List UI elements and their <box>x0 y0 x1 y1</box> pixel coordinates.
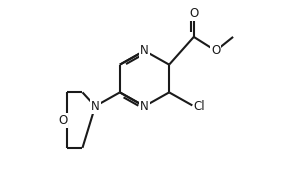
Text: O: O <box>211 44 221 57</box>
Text: N: N <box>140 100 149 113</box>
Text: N: N <box>91 100 100 113</box>
Text: O: O <box>58 114 67 127</box>
Text: N: N <box>140 44 149 57</box>
Text: Cl: Cl <box>194 100 205 113</box>
Text: O: O <box>189 7 199 20</box>
